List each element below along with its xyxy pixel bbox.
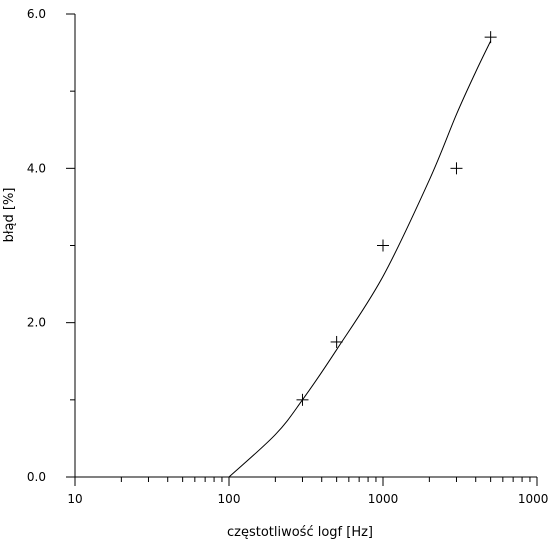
data-point-marker xyxy=(377,239,389,252)
x-tick-label: 1000 xyxy=(368,492,399,506)
y-axis-label: błąd [%] xyxy=(2,188,17,243)
axes xyxy=(74,14,537,478)
x-tick-label: 10 xyxy=(67,492,82,506)
y-tick-label: 0.0 xyxy=(27,470,46,484)
tick-marks xyxy=(66,13,538,486)
data-point-marker xyxy=(330,335,343,348)
y-tick-label: 6.0 xyxy=(27,7,46,21)
fit-curve xyxy=(228,40,492,478)
y-tick-label: 4.0 xyxy=(27,161,46,175)
x-tick-label: 100 xyxy=(218,492,241,506)
y-tick-label: 2.0 xyxy=(27,316,46,330)
data-point-marker xyxy=(450,162,463,175)
series-layer xyxy=(228,31,497,478)
x-axis-label: częstotliwość logf [Hz] xyxy=(227,525,373,540)
